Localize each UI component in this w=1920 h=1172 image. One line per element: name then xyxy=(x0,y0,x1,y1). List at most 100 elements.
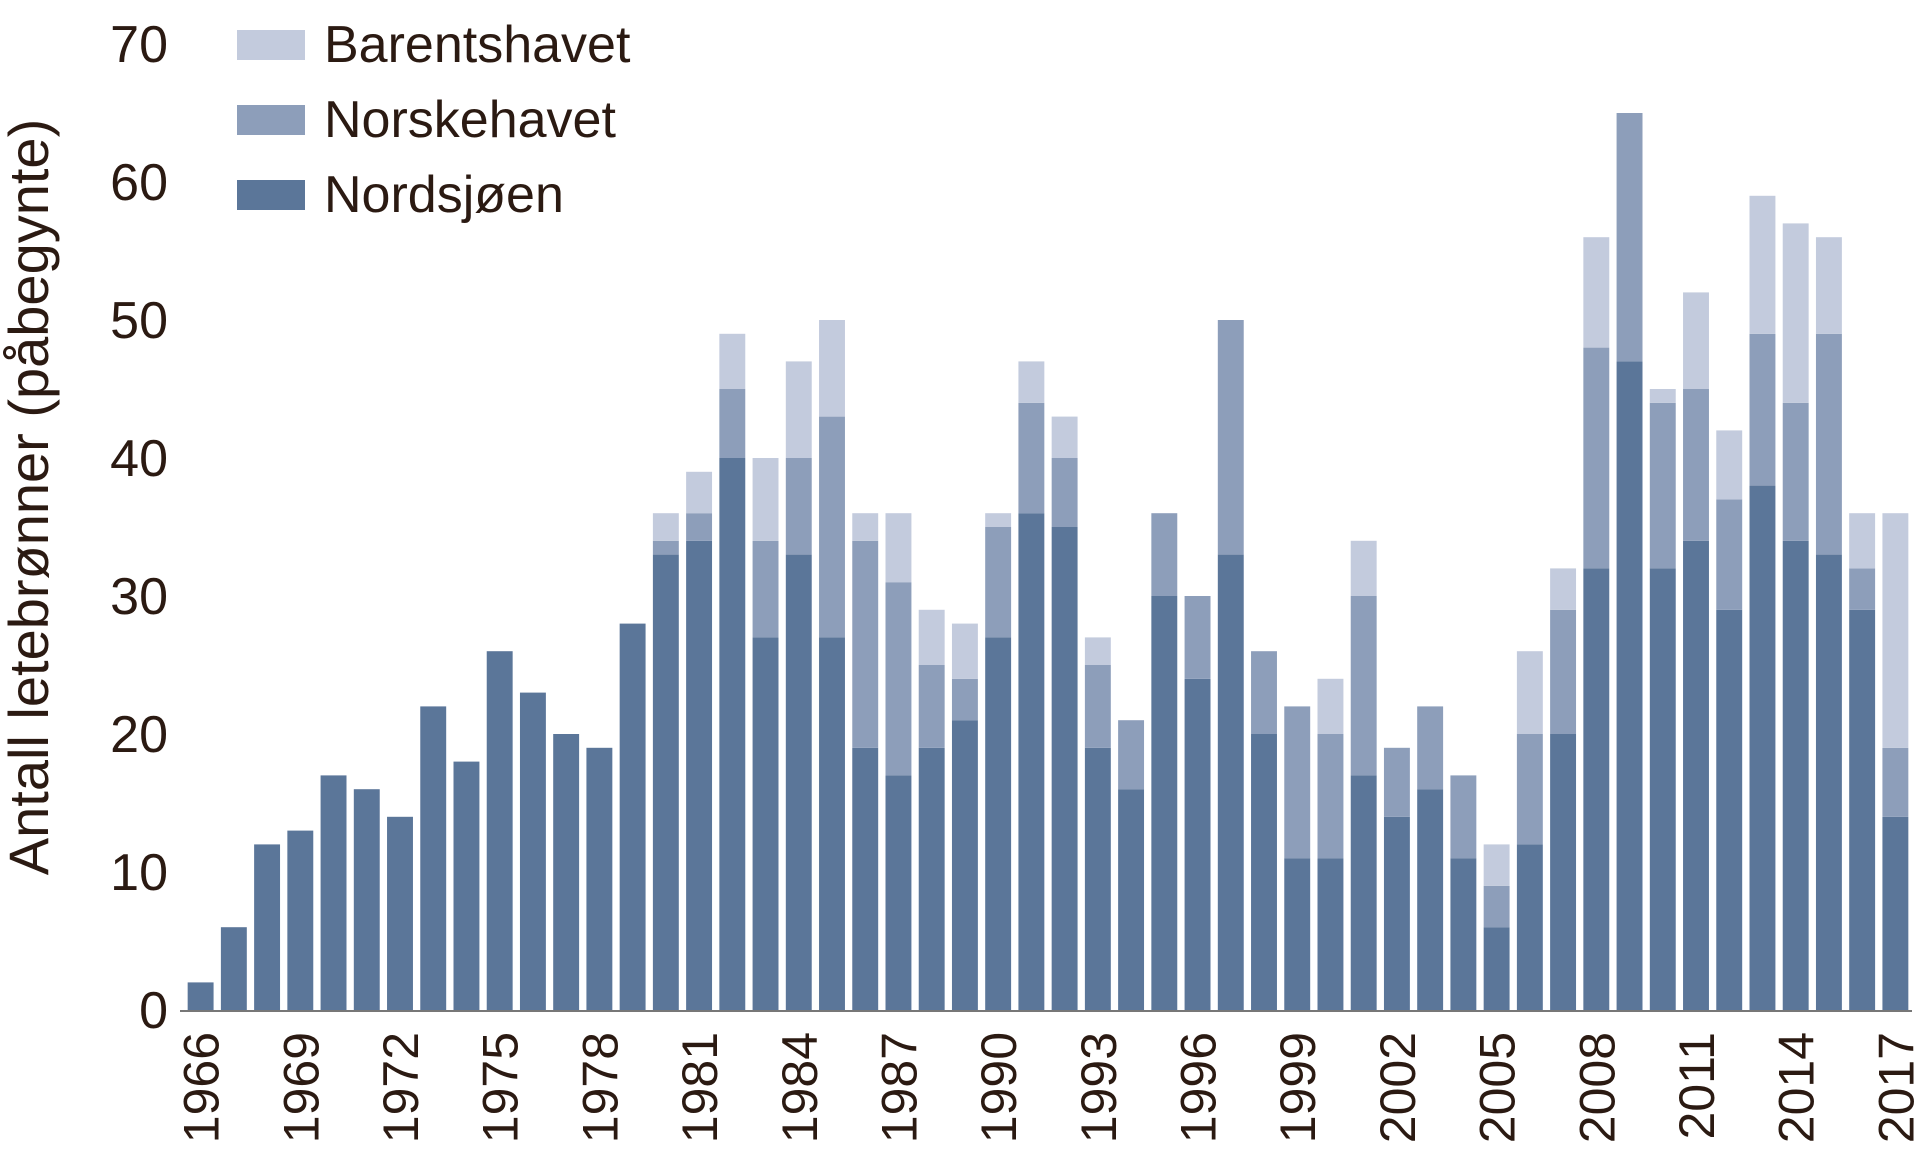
bar-nordsjøen-1995 xyxy=(1151,596,1178,1010)
bar-nordsjøen-1978 xyxy=(586,747,613,1010)
bar-norskehavet-2008 xyxy=(1583,347,1610,569)
bar-norskehavet-1995 xyxy=(1151,513,1178,596)
bar-norskehavet-2017 xyxy=(1882,747,1909,817)
bar-norskehavet-1996 xyxy=(1184,596,1211,679)
bar-nordsjøen-2002 xyxy=(1383,816,1410,1010)
bar-nordsjøen-2010 xyxy=(1649,568,1676,1010)
bar-norskehavet-2004 xyxy=(1450,775,1477,859)
bar-nordsjøen-1968 xyxy=(254,844,281,1010)
bar-barentshavet-2012 xyxy=(1716,430,1743,500)
y-tick-label: 30 xyxy=(110,568,168,626)
bar-nordsjøen-1998 xyxy=(1251,734,1277,1010)
bar-nordsjøen-1979 xyxy=(619,623,646,1010)
x-tick-label: 2017 xyxy=(1868,1032,1920,1143)
plot-area xyxy=(187,113,1909,1011)
bar-nordsjøen-1977 xyxy=(553,734,580,1010)
x-tick-label: 1972 xyxy=(373,1032,429,1143)
bar-norskehavet-2010 xyxy=(1649,402,1676,569)
y-axis-ticks: 0 10 20 30 40 50 60 70 xyxy=(110,16,168,1040)
bar-norskehavet-1986 xyxy=(852,540,879,748)
bar-barentshavet-1983 xyxy=(752,458,779,541)
bar-nordsjøen-1991 xyxy=(1018,513,1045,1010)
bar-barentshavet-2000 xyxy=(1317,678,1344,734)
bar-nordsjøen-1975 xyxy=(486,651,513,1010)
bar-norskehavet-1989 xyxy=(951,678,978,721)
bar-nordsjøen-1974 xyxy=(453,761,480,1010)
bar-nordsjøen-1987 xyxy=(885,775,912,1010)
bar-nordsjøen-2006 xyxy=(1516,844,1543,1010)
bar-norskehavet-1982 xyxy=(719,389,746,458)
bar-nordsjøen-1993 xyxy=(1084,747,1111,1010)
bar-barentshavet-1986 xyxy=(852,513,879,541)
bar-norskehavet-2005 xyxy=(1483,885,1510,928)
bar-nordsjøen-1997 xyxy=(1217,554,1244,1010)
x-axis-ticks: 1966 1969 1972 1975 1978 1981 1984 1987 1990 1993… xyxy=(174,1032,1920,1143)
x-tick-label: 1978 xyxy=(572,1032,628,1143)
bar-norskehavet-1991 xyxy=(1018,402,1045,514)
bar-nordsjøen-1984 xyxy=(785,554,812,1010)
x-tick-label: 1984 xyxy=(772,1032,828,1143)
legend-swatch-nordsjøen xyxy=(237,180,305,210)
bar-norskehavet-2013 xyxy=(1749,333,1776,486)
bar-nordsjøen-2000 xyxy=(1317,858,1344,1010)
bar-nordsjøen-1994 xyxy=(1118,789,1145,1010)
legend-label: Barentshavet xyxy=(324,16,631,74)
bar-norskehavet-2006 xyxy=(1516,734,1543,845)
bar-norskehavet-2016 xyxy=(1849,568,1876,610)
y-tick-label: 60 xyxy=(110,154,168,212)
bar-barentshavet-2010 xyxy=(1649,389,1676,403)
y-tick-label: 20 xyxy=(110,706,168,764)
bar-nordsjøen-1988 xyxy=(918,747,945,1010)
x-tick-label: 1981 xyxy=(672,1032,728,1143)
y-tick-label: 50 xyxy=(110,292,168,350)
y-tick-label: 10 xyxy=(110,844,168,902)
bar-barentshavet-2001 xyxy=(1350,540,1377,596)
x-tick-label: 2008 xyxy=(1569,1032,1625,1143)
bar-nordsjøen-1967 xyxy=(220,927,247,1010)
bar-norskehavet-1983 xyxy=(752,540,779,638)
x-tick-label: 1969 xyxy=(273,1032,329,1143)
bar-norskehavet-1999 xyxy=(1284,706,1311,859)
bar-barentshavet-1982 xyxy=(719,333,746,389)
bar-norskehavet-2015 xyxy=(1815,333,1842,555)
bar-norskehavet-2001 xyxy=(1350,596,1377,776)
bar-barentshavet-2006 xyxy=(1516,651,1543,734)
bar-norskehavet-2007 xyxy=(1550,609,1577,734)
x-tick-label: 1999 xyxy=(1270,1032,1326,1143)
bar-barentshavet-2005 xyxy=(1483,844,1510,886)
bar-norskehavet-1998 xyxy=(1251,651,1277,734)
bar-norskehavet-1988 xyxy=(918,665,945,748)
bar-nordsjøen-1982 xyxy=(719,458,746,1010)
bar-nordsjøen-1985 xyxy=(819,637,845,1010)
bar-norskehavet-2003 xyxy=(1417,706,1444,790)
bar-nordsjøen-2003 xyxy=(1417,789,1444,1010)
bar-nordsjøen-1983 xyxy=(752,637,779,1010)
bar-norskehavet-1994 xyxy=(1118,720,1145,790)
bar-nordsjøen-1973 xyxy=(420,706,447,1010)
bar-barentshavet-2013 xyxy=(1749,195,1776,334)
bar-barentshavet-1988 xyxy=(918,609,945,665)
bar-norskehavet-2002 xyxy=(1383,747,1410,817)
bar-norskehavet-1992 xyxy=(1051,458,1078,527)
y-tick-label: 40 xyxy=(110,430,168,488)
bar-norskehavet-1993 xyxy=(1084,665,1111,748)
bar-norskehavet-2014 xyxy=(1782,402,1809,541)
bar-nordsjøen-1970 xyxy=(320,775,347,1010)
bar-nordsjøen-1996 xyxy=(1184,678,1211,1010)
y-tick-label: 0 xyxy=(139,982,168,1040)
legend: Barentshavet Norskehavet Nordsjøen xyxy=(237,16,631,224)
bar-barentshavet-1993 xyxy=(1084,637,1111,665)
bar-nordsjøen-2015 xyxy=(1815,554,1842,1010)
x-tick-label: 1987 xyxy=(871,1032,927,1143)
bar-nordsjøen-2014 xyxy=(1782,540,1809,1010)
bar-nordsjøen-2004 xyxy=(1450,858,1477,1010)
bar-barentshavet-2015 xyxy=(1815,237,1842,334)
bar-barentshavet-2011 xyxy=(1683,292,1709,389)
bar-barentshavet-2016 xyxy=(1849,513,1876,569)
bar-barentshavet-1990 xyxy=(985,513,1012,527)
bar-nordsjøen-1989 xyxy=(951,720,978,1010)
bar-nordsjøen-1986 xyxy=(852,747,879,1010)
bar-nordsjøen-2012 xyxy=(1716,609,1743,1010)
bar-nordsjøen-1976 xyxy=(519,692,546,1010)
x-tick-label: 1966 xyxy=(174,1032,230,1143)
